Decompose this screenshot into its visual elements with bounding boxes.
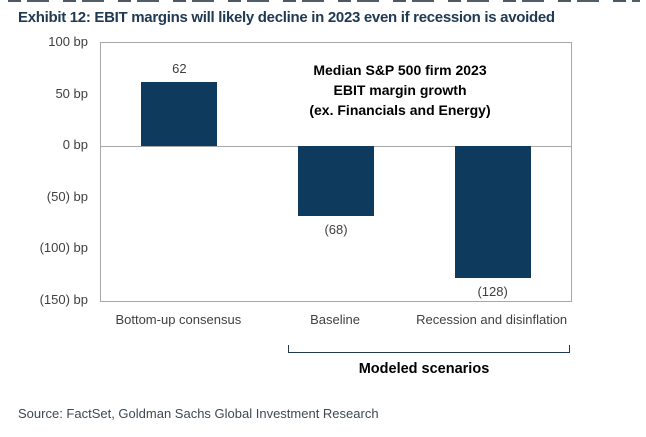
modeled-scenarios-bracket: [288, 345, 570, 353]
bar-value-label: 62: [172, 61, 187, 77]
bracket-label: Modeled scenarios: [358, 361, 490, 377]
y-tick-label: (100) bp: [39, 240, 88, 256]
annotation-line: EBIT margin growth: [333, 82, 467, 98]
x-axis-category-label: Baseline: [310, 312, 360, 327]
source-note: Source: FactSet, Goldman Sachs Global In…: [18, 406, 379, 421]
y-tick-label: 50 bp: [55, 85, 88, 101]
bar-2: [298, 146, 374, 217]
chart-annotation: Median S&P 500 firm 2023 EBIT margin grow…: [240, 60, 560, 120]
bar-value-label: (68): [324, 222, 348, 238]
x-axis-category-label: Bottom-up consensus: [115, 312, 242, 327]
x-axis-category-label: Recession and disinflation: [416, 312, 568, 327]
cropped-text-remnant: [8, 0, 640, 2]
y-tick-label: (150) bp: [39, 292, 88, 307]
bar-1: [141, 82, 218, 147]
bar-3: [454, 146, 531, 279]
plot-area: Median S&P 500 firm 2023 EBIT margin grow…: [100, 42, 572, 302]
annotation-line: Median S&P 500 firm 2023: [313, 62, 487, 78]
exhibit-title: Exhibit 12: EBIT margins will likely dec…: [18, 9, 555, 26]
annotation-line: (ex. Financials and Energy): [309, 102, 491, 118]
bar-value-label: (128): [477, 284, 508, 300]
y-tick-label: 0 bp: [62, 137, 88, 153]
y-tick-label: (50) bp: [46, 188, 88, 204]
y-tick-label: 100 bp: [48, 34, 88, 49]
